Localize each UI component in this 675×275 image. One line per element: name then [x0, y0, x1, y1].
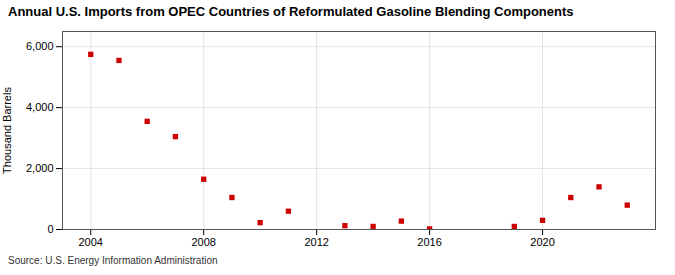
svg-text:0: 0 — [47, 223, 53, 235]
svg-text:2020: 2020 — [530, 236, 554, 248]
svg-text:2016: 2016 — [417, 236, 441, 248]
svg-text:4,000: 4,000 — [26, 101, 54, 113]
html-text:Source: U.S. Energy Informatio: Source: U.S. Energy Information Administ… — [8, 255, 218, 266]
svg-text:Thousand Barrels: Thousand Barrels — [1, 87, 13, 174]
svg-text:2,000: 2,000 — [26, 162, 54, 174]
svg-text:6,000: 6,000 — [26, 40, 54, 52]
html-text:Annual U.S. Imports from OPEC: Annual U.S. Imports from OPEC Countries … — [8, 4, 574, 19]
svg-text:2012: 2012 — [304, 236, 328, 248]
svg-text:2004: 2004 — [78, 236, 102, 248]
svg-text:2008: 2008 — [191, 236, 215, 248]
